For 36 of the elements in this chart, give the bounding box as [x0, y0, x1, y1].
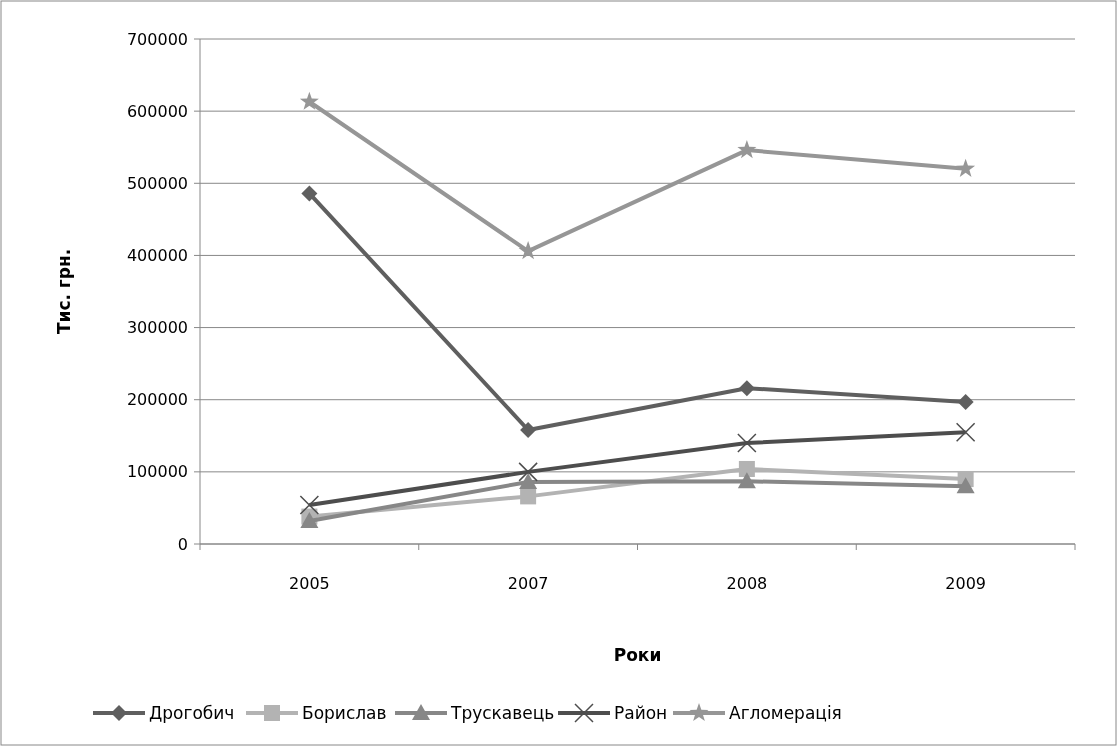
y-tick-label: 200000: [126, 390, 188, 410]
point: [520, 488, 537, 505]
point: [957, 393, 974, 410]
legend-label: Агломерація: [729, 702, 842, 723]
x-tick-label: 2005: [289, 574, 330, 593]
y-tick-label: 300000: [126, 318, 188, 338]
point: [738, 380, 755, 397]
point: [956, 477, 975, 494]
y-tick-label: 700000: [126, 29, 188, 49]
y-tick-label: 100000: [126, 462, 188, 482]
y-tick-label: 400000: [126, 246, 188, 266]
point: [520, 422, 537, 439]
point: [737, 140, 757, 159]
point: [737, 433, 757, 453]
point: [955, 422, 976, 442]
x-tick-label: 2007: [507, 574, 549, 593]
point: [301, 185, 318, 202]
legend-label: Район: [614, 702, 668, 723]
point: [299, 91, 319, 110]
legend-label: Трускавець: [450, 702, 555, 723]
point: [738, 460, 755, 477]
x-axis-title: Роки: [613, 645, 662, 665]
legend-label: Борислав: [302, 702, 387, 723]
point: [956, 158, 976, 177]
point: [519, 472, 538, 489]
y-tick-label: 600000: [126, 101, 188, 121]
x-tick-label: 2009: [945, 574, 986, 593]
y-axis-title: Тис. грн.: [54, 248, 74, 335]
y-tick-label: 500000: [126, 173, 188, 193]
point: [299, 495, 320, 515]
y-tick-label: 0: [177, 534, 188, 554]
legend-label: Дрогобич: [149, 702, 235, 723]
point: [518, 241, 538, 260]
point: [518, 462, 538, 482]
x-tick-label: 2008: [726, 574, 768, 593]
point: [737, 472, 756, 489]
